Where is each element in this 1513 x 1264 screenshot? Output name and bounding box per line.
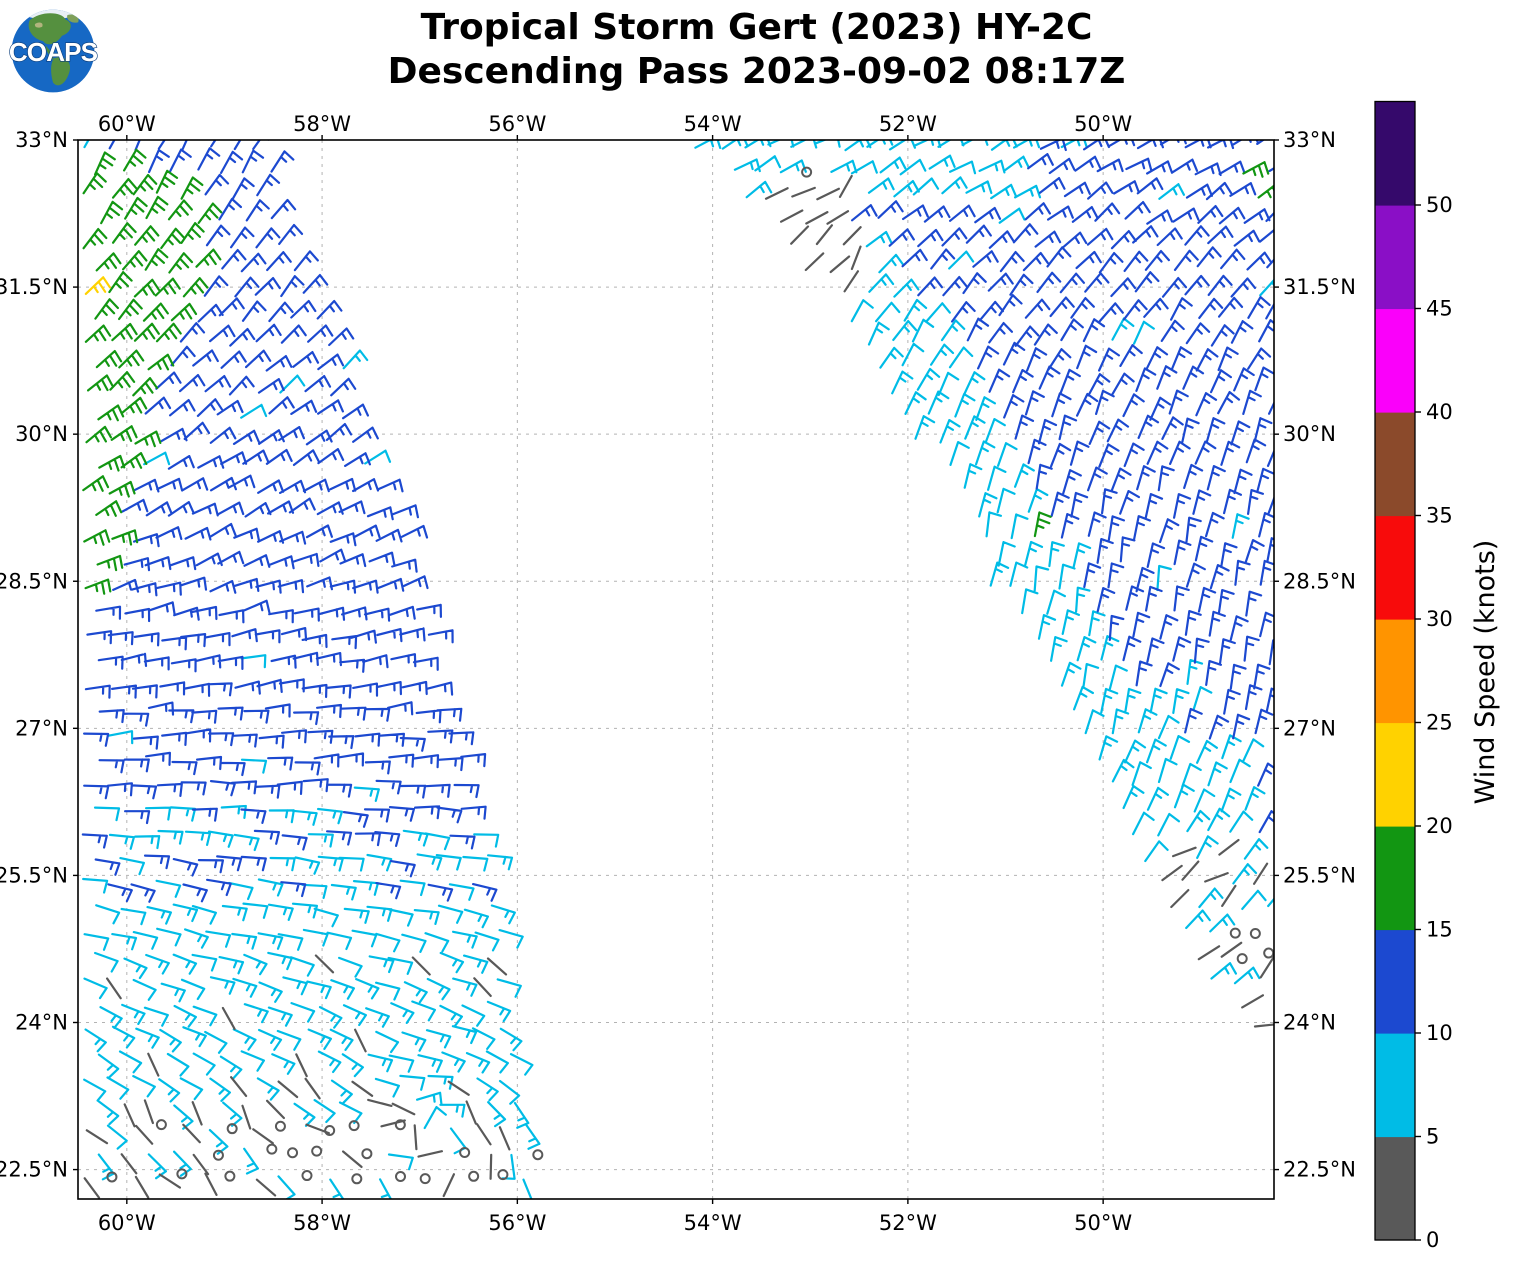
wind-barbs-#595959 bbox=[83, 174, 1274, 1199]
coaps-logo-text: COAPS bbox=[9, 37, 98, 67]
lat-tick-label-right: 30°N bbox=[1283, 422, 1336, 446]
colorbar-tick-label: 20 bbox=[1426, 814, 1453, 838]
lat-tick-label-left: 24°N bbox=[15, 1011, 68, 1035]
lon-tick-label-bottom: 54°W bbox=[684, 1211, 742, 1235]
calm-wind-circle bbox=[266, 1143, 278, 1155]
calm-wind-circle bbox=[459, 1147, 471, 1159]
lat-tick-label-right: 22.5°N bbox=[1283, 1158, 1356, 1182]
lat-tick-label-left: 25.5°N bbox=[0, 863, 68, 887]
colorbar-segment bbox=[1375, 205, 1415, 310]
lon-tick-label-top: 58°W bbox=[293, 112, 351, 136]
wind-barbs-layer bbox=[81, 140, 1274, 1199]
calm-wind-circle bbox=[419, 1173, 431, 1185]
colorbar-tick-label: 25 bbox=[1426, 711, 1453, 735]
colorbar-axis-label: Wind Speed (knots) bbox=[1470, 540, 1501, 805]
map-border bbox=[77, 139, 1275, 1200]
lat-tick-label-right: 31.5°N bbox=[1283, 275, 1356, 299]
calm-wind-circle bbox=[394, 1119, 406, 1131]
coaps-logo-svg: COAPS bbox=[8, 9, 99, 93]
calm-wind-circle bbox=[801, 166, 813, 178]
calm-wind-circle bbox=[212, 1149, 224, 1161]
calm-wind-circle bbox=[532, 1149, 544, 1161]
calm-wind-circle bbox=[324, 1124, 336, 1136]
calm-wind-circle bbox=[1249, 928, 1261, 940]
wind-barbs-#1C49D0 bbox=[81, 140, 1274, 903]
lon-tick-label-bottom: 50°W bbox=[1074, 1211, 1132, 1235]
colorbar-segment bbox=[1375, 308, 1415, 413]
lat-tick-label-left: 28.5°N bbox=[0, 569, 68, 593]
colorbar-tick-label: 45 bbox=[1426, 297, 1453, 321]
lon-tick-label-bottom: 56°W bbox=[488, 1211, 546, 1235]
colorbar-segment bbox=[1375, 1136, 1415, 1241]
lat-tick-label-right: 25.5°N bbox=[1283, 863, 1356, 887]
colorbar-segment bbox=[1375, 515, 1415, 620]
calm-wind-circle bbox=[1229, 927, 1241, 939]
lat-tick-label-left: 31.5°N bbox=[0, 275, 68, 299]
wind-barbs-#00BCE6 bbox=[82, 140, 1274, 1199]
colorbar-tick-label: 15 bbox=[1426, 918, 1453, 942]
wind-barbs-#129612 bbox=[82, 148, 1274, 595]
colorbar-segment bbox=[1375, 412, 1415, 517]
colorbar-border bbox=[1374, 100, 1416, 1241]
map-frame bbox=[73, 135, 1279, 1204]
lat-tick-label-left: 33°N bbox=[15, 128, 68, 152]
colorbar-segment bbox=[1375, 826, 1415, 931]
colorbar-segment bbox=[1375, 1033, 1415, 1138]
lon-tick-label-top: 52°W bbox=[879, 112, 937, 136]
calm-wind-circle bbox=[468, 1170, 480, 1182]
colorbar-tick-label: 35 bbox=[1426, 504, 1453, 528]
lat-tick-label-right: 28.5°N bbox=[1283, 569, 1356, 593]
calm-wind-circle bbox=[176, 1168, 188, 1180]
colorbar-segment bbox=[1375, 101, 1415, 206]
calm-wind-circle bbox=[287, 1147, 299, 1159]
lat-tick-label-right: 27°N bbox=[1283, 716, 1336, 740]
axis-tick-labels: 60°W 60°W 58°W 58°W 56°W 56°W 54°W 54°W 52°W 52°W… bbox=[0, 112, 1356, 1235]
calm-wind-circle bbox=[226, 1123, 238, 1135]
calm-wind-circle bbox=[301, 1170, 313, 1182]
calm-wind-circle bbox=[106, 1171, 118, 1183]
colorbar-segment bbox=[1375, 619, 1415, 724]
colorbar-tick-label: 30 bbox=[1426, 607, 1453, 631]
colorbar-segment bbox=[1375, 929, 1415, 1034]
colorbar-tick-label: 50 bbox=[1426, 193, 1453, 217]
colorbar-tick-label: 0 bbox=[1426, 1228, 1439, 1252]
lon-tick-label-bottom: 52°W bbox=[879, 1211, 937, 1235]
calm-wind-circle bbox=[497, 1169, 509, 1181]
calm-wind-circle bbox=[361, 1148, 373, 1160]
calm-wind-circle bbox=[351, 1173, 363, 1185]
lon-tick-label-top: 60°W bbox=[98, 112, 156, 136]
coaps-logo: COAPS bbox=[8, 6, 99, 96]
map-gridlines bbox=[78, 139, 1274, 1199]
globe-land bbox=[22, 9, 79, 86]
colorbar-tick-label: 5 bbox=[1426, 1125, 1439, 1149]
calm-wind-circle bbox=[311, 1145, 323, 1157]
lat-tick-label-left: 27°N bbox=[15, 716, 68, 740]
calm-wind-circle bbox=[224, 1170, 236, 1182]
wind-barbs-#FFD200 bbox=[84, 276, 111, 295]
lat-tick-label-left: 22.5°N bbox=[0, 1158, 68, 1182]
lon-tick-label-bottom: 60°W bbox=[98, 1211, 156, 1235]
colorbar-tick-label: 40 bbox=[1426, 400, 1453, 424]
lon-tick-label-top: 56°W bbox=[488, 112, 546, 136]
lat-tick-label-left: 30°N bbox=[15, 422, 68, 446]
lat-tick-label-right: 24°N bbox=[1283, 1011, 1336, 1035]
colorbar-segment bbox=[1375, 722, 1415, 827]
lon-tick-label-top: 50°W bbox=[1074, 112, 1132, 136]
calm-wind-circle bbox=[395, 1171, 407, 1183]
calm-wind-circle bbox=[274, 1120, 286, 1132]
calm-wind-circle bbox=[155, 1119, 167, 1131]
calm-wind-circle bbox=[1263, 947, 1274, 959]
colorbar: 0 5 10 15 20 25 30 35 40 45 50 bbox=[1374, 100, 1453, 1252]
colorbar-tick-label: 10 bbox=[1426, 1021, 1453, 1045]
calm-wind-circle bbox=[348, 1120, 360, 1132]
lon-tick-label-bottom: 58°W bbox=[293, 1211, 351, 1235]
lon-tick-label-top: 54°W bbox=[684, 112, 742, 136]
lat-tick-label-right: 33°N bbox=[1283, 128, 1336, 152]
calm-wind-circle bbox=[1236, 953, 1248, 965]
